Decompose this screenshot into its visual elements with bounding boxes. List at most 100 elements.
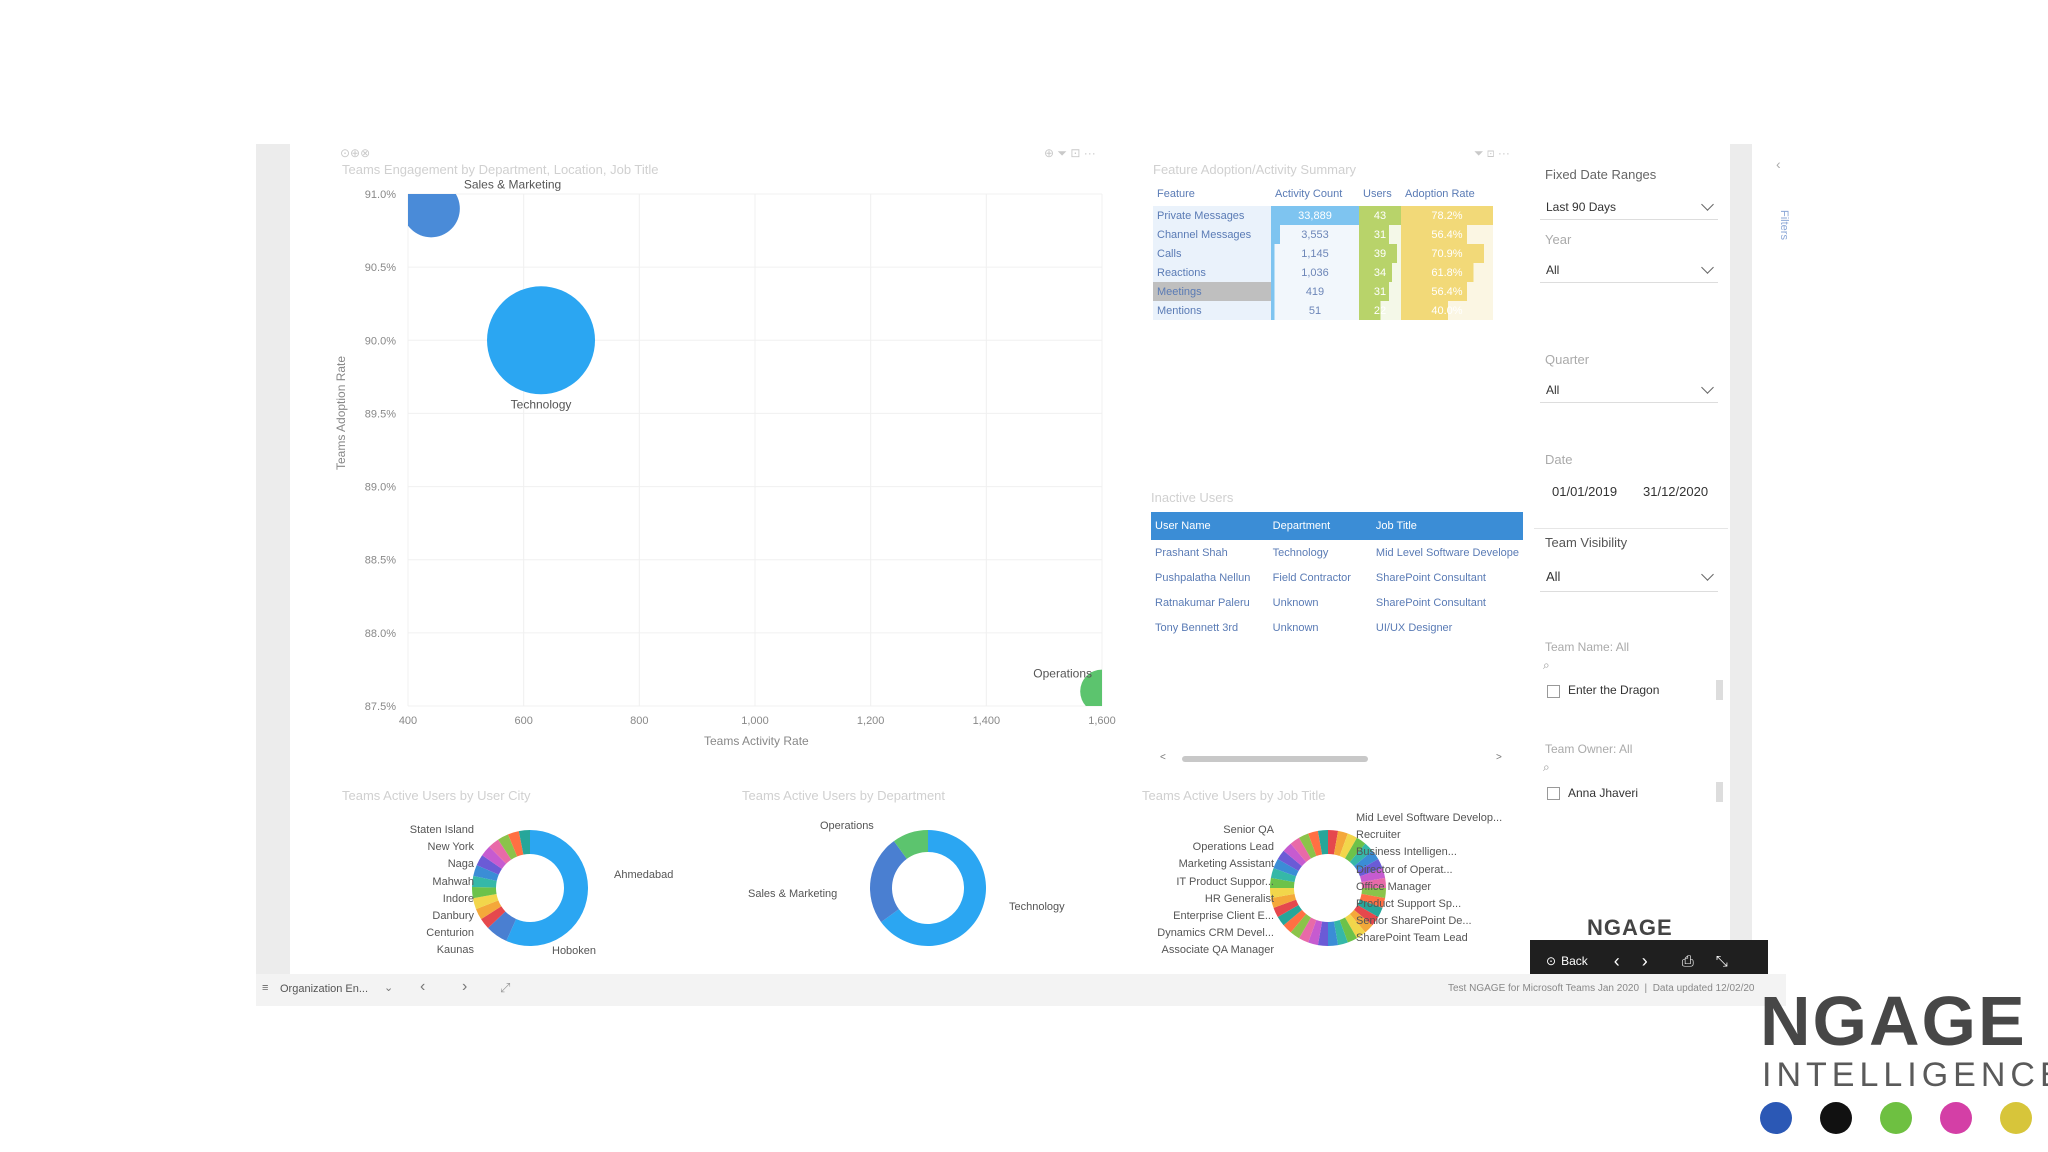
next-page-icon[interactable]: › [462,978,468,995]
quarter-dropdown[interactable]: All [1540,377,1718,403]
print-icon[interactable]: ⎙ [1681,952,1694,970]
donut-slice[interactable] [472,894,499,910]
donut-slice[interactable] [870,841,907,923]
donut-dept-chart[interactable] [858,818,998,958]
donut-city-chart[interactable] [460,818,600,958]
donut-slice[interactable] [498,834,518,860]
donut-slice[interactable] [488,911,517,941]
chevron-down-icon[interactable]: ⌄ [384,982,394,994]
previous-page-icon[interactable]: ‹ [1613,950,1620,971]
donut-slice[interactable] [1339,833,1357,859]
donut-slice[interactable] [1270,893,1297,908]
donut-slice[interactable] [1357,859,1383,877]
donut-slice[interactable] [1273,859,1299,877]
col-activity-count[interactable]: Activity Count [1275,188,1343,200]
team-owner-checkbox[interactable] [1547,787,1560,800]
donut-slice[interactable] [1349,843,1373,867]
donut-slice[interactable] [1317,830,1328,855]
team-owner-item[interactable]: Anna Jhaveri [1568,786,1639,800]
col-feature[interactable]: Feature [1157,188,1195,200]
donut-slice[interactable] [506,830,588,946]
donut-slice[interactable] [473,865,499,881]
donut-slice[interactable] [472,887,497,899]
exit-fullscreen-icon[interactable]: ⤡ [1715,952,1728,970]
donut-slice[interactable] [476,855,502,875]
pages-menu-icon[interactable]: ≡ [262,982,269,994]
donut-slice[interactable] [881,830,986,946]
donut-slice[interactable] [893,830,928,859]
donut-slice[interactable] [1277,905,1302,926]
donut-slice[interactable] [1290,914,1311,939]
back-button[interactable]: Back [1561,954,1588,968]
team-owner-scrollbar[interactable] [1716,782,1723,802]
feature-row[interactable]: Private Messages 33,889 43 78.2% [1153,206,1493,225]
bubble-sales-marketing[interactable] [402,180,460,238]
donut-job-chart[interactable] [1258,818,1398,958]
donut-slice[interactable] [1345,914,1366,939]
filters-pane-toggle[interactable]: Filters [1778,210,1790,240]
donut-slice[interactable] [1308,830,1323,857]
search-icon[interactable]: ⌕ [1543,658,1550,672]
donut-slice[interactable] [472,875,497,888]
donut-slice[interactable] [1359,893,1386,908]
scatter-visual-options[interactable]: ⊕ ⏷ ⊡ ··· [1044,146,1096,160]
donut-slice[interactable] [1328,830,1339,855]
donut-slice[interactable] [1361,877,1386,888]
donut-slice[interactable] [1270,877,1295,888]
donut-slice[interactable] [1354,905,1379,926]
donut-slice[interactable] [1328,921,1339,946]
donut-slice[interactable] [1339,917,1357,943]
donut-slice[interactable] [1283,909,1307,933]
feature-row[interactable]: Channel Messages 3,553 31 56.4% [1153,225,1493,244]
donut-slice[interactable] [518,830,530,855]
donut-slice[interactable] [1361,888,1386,899]
team-name-item[interactable]: Enter the Dragon [1568,683,1660,697]
feature-row[interactable]: Meetings 419 31 56.4% [1153,282,1493,301]
donut-slice[interactable] [1359,868,1386,883]
donut-slice[interactable] [475,900,502,920]
feature-row[interactable]: Mentions 51 22 40.0% [1153,301,1493,320]
donut-slice[interactable] [481,906,506,929]
donut-slice[interactable] [1333,919,1348,946]
donut-slice[interactable] [1354,850,1379,871]
next-page-icon[interactable]: › [1641,950,1648,971]
team-name-checkbox[interactable] [1547,685,1560,698]
col-adoption-rate[interactable]: Adoption Rate [1405,188,1475,200]
donut-slice[interactable] [508,831,524,857]
donut-slice[interactable] [1273,899,1299,917]
donut-slice[interactable] [482,846,507,869]
table-visual-options[interactable]: ⏷ ⊡ ··· [1474,146,1510,160]
donut-slice[interactable] [1270,868,1297,883]
feature-row[interactable]: Calls 1,145 39 70.9% [1153,244,1493,263]
inactive-user-row[interactable]: Pushpalatha Nellun Field Contractor ShareP… [1151,565,1523,590]
collapse-arrow-icon[interactable]: ‹ [1776,156,1781,172]
inactive-user-row[interactable]: Tony Bennett 3rd Unknown UI/UX Designer [1151,615,1523,640]
donut-slice[interactable] [1349,909,1373,933]
date-from-input[interactable]: 01/01/2019 [1552,484,1618,499]
year-dropdown[interactable]: All [1540,257,1718,283]
col-user-name[interactable]: User Name [1155,520,1211,532]
donut-slice[interactable] [1299,833,1317,859]
scroll-left-icon[interactable]: < [1160,752,1166,763]
donut-slice[interactable] [1333,830,1348,857]
fixed-date-dropdown[interactable]: Last 90 Days [1540,194,1718,220]
team-name-scrollbar[interactable] [1716,680,1723,700]
inactive-hscroll[interactable]: < > [1160,752,1504,764]
donut-slice[interactable] [1283,843,1307,867]
scatter-chart[interactable]: 91.0% 90.5% 90.0% 89.5% 89.0% 88.5% 88.0% 87.5%… [330,180,1120,750]
back-icon[interactable]: ⊙ [1546,954,1557,968]
scroll-right-icon[interactable]: > [1496,752,1502,763]
donut-slice[interactable] [1317,921,1328,946]
bubble-technology[interactable] [487,286,596,395]
col-department[interactable]: Department [1272,520,1331,532]
feature-row[interactable]: Reactions 1,036 34 61.8% [1153,263,1493,282]
page-selector[interactable]: Organization En... [280,983,369,995]
col-users[interactable]: Users [1363,188,1392,200]
donut-slice[interactable] [1277,850,1302,871]
donut-slice[interactable] [1299,917,1317,943]
col-job-title[interactable]: Job Title [1375,520,1417,532]
donut-slice[interactable] [1345,837,1366,862]
search-icon[interactable]: ⌕ [1543,760,1550,774]
donut-slice[interactable] [1308,919,1323,946]
donut-slice[interactable] [489,839,512,864]
